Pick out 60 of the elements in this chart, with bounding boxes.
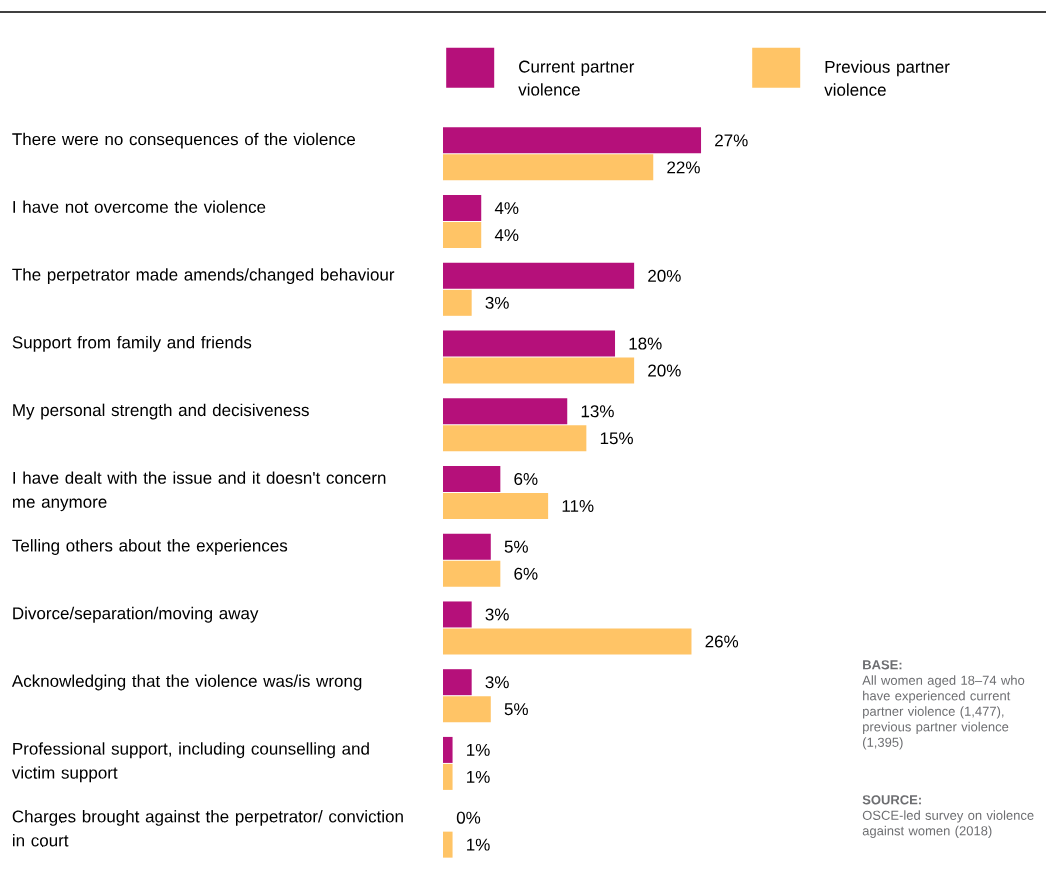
data-label: 11% [562, 500, 594, 512]
data-label: 4% [494, 202, 519, 215]
data-label: 27% [715, 134, 748, 147]
bar [443, 357, 635, 384]
data-label: 5% [504, 540, 528, 553]
legend-label: Previous partner violence [824, 60, 950, 96]
y-tick-label: Charges brought against the perpetrator/ conviction in court [12, 810, 403, 847]
data-label: 3% [485, 296, 509, 309]
y-tick-label: Support from family and friends [12, 335, 252, 352]
legend-label: Current partner violence [518, 60, 635, 96]
data-label: 5% [504, 703, 528, 716]
data-label: 20% [648, 269, 681, 282]
bar [443, 262, 635, 289]
data-label: 1% [467, 770, 490, 783]
bar [443, 601, 472, 628]
text: OSCE-led survey on violence against women (2018) [862, 810, 1034, 838]
y-tick-label: Divorce/separation/moving away [13, 606, 259, 623]
data-label: 4% [494, 229, 519, 242]
y-tick-label: I have dealt with the issue and it doesn't concern me anymore [12, 471, 386, 512]
data-label: 3% [485, 608, 509, 621]
bar [443, 222, 482, 249]
bar [443, 330, 616, 357]
y-tick-label: Professional support, including counselling and victim support [11, 742, 369, 783]
bar [443, 195, 482, 222]
y-tick-label: I have not overcome the violence [13, 200, 266, 213]
bar [443, 628, 692, 655]
data-label: 26% [705, 635, 739, 648]
text: All women aged 18–74 who have experienced current partner violence (1,477), previous partner violence (1,395) [862, 675, 1025, 750]
bar [443, 560, 501, 587]
y-tick-label: Acknowledging that the violence was/is wrong [11, 674, 362, 691]
data-label: 1% [467, 838, 490, 851]
bar [443, 696, 491, 723]
y-tick-label: Telling others about the experiences [12, 539, 288, 555]
bar [443, 289, 472, 316]
data-label: 3% [485, 676, 509, 689]
data-label: 22% [667, 161, 700, 174]
bar [443, 127, 702, 154]
y-tick-label: There were no consequences of the violence [12, 132, 356, 149]
bar [443, 736, 453, 763]
bar [443, 763, 453, 790]
data-label: 6% [514, 472, 538, 486]
data-label: 15% [600, 432, 633, 445]
bar [443, 831, 453, 858]
y-tick-label: The perpetrator made amends/changed behaviour [12, 268, 395, 285]
data-label: 18% [629, 337, 662, 350]
data-label: 0% [456, 811, 481, 824]
bar [443, 154, 654, 181]
bar [443, 398, 568, 425]
bar [443, 533, 491, 560]
data-label: 6% [514, 567, 538, 580]
data-label: 13% [581, 405, 614, 418]
bar [443, 466, 501, 492]
bar [443, 425, 587, 452]
source-note: SOURCE: [862, 795, 921, 805]
data-label: 1% [467, 743, 490, 756]
y-tick-label: My personal strength and decisiveness [13, 403, 309, 420]
bar [443, 669, 472, 696]
bar [443, 493, 549, 520]
data-label: 20% [648, 364, 681, 377]
text: BASE: [863, 660, 902, 670]
